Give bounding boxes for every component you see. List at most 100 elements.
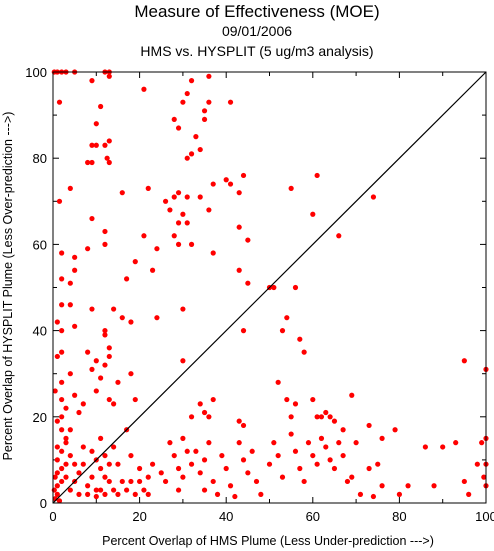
data-point	[396, 491, 402, 497]
data-point	[240, 172, 247, 179]
data-point	[210, 396, 216, 403]
data-point	[89, 78, 95, 84]
data-point	[67, 452, 73, 459]
data-point	[188, 461, 195, 467]
data-point	[51, 487, 57, 493]
data-point	[331, 465, 338, 472]
data-point	[54, 483, 60, 489]
data-point	[119, 190, 125, 196]
data-point	[201, 457, 208, 463]
data-point	[245, 280, 251, 286]
data-point	[292, 448, 299, 454]
data-point	[98, 103, 104, 110]
data-point	[115, 461, 121, 467]
data-point	[301, 478, 307, 485]
x-axis-label: Percent Overlap of HMS Plume (Less Under…	[102, 534, 434, 548]
data-point	[85, 159, 91, 166]
data-point	[59, 302, 65, 308]
data-point	[89, 142, 95, 148]
data-point	[197, 470, 203, 476]
data-point	[56, 198, 63, 204]
y-tick-label: 20	[33, 410, 47, 425]
data-point	[72, 267, 78, 273]
data-point	[188, 151, 195, 157]
data-point	[366, 422, 372, 429]
data-point	[440, 444, 446, 450]
data-point	[266, 461, 273, 467]
data-point	[301, 349, 307, 355]
data-point	[102, 474, 108, 480]
data-point	[132, 396, 138, 403]
data-point	[193, 448, 199, 454]
data-point	[171, 116, 177, 123]
data-point	[279, 474, 286, 480]
data-point	[175, 487, 182, 493]
data-point	[258, 491, 264, 497]
data-point	[314, 414, 320, 420]
data-point	[111, 444, 117, 450]
data-point	[63, 405, 69, 411]
data-point	[370, 194, 377, 200]
data-point	[59, 465, 65, 472]
data-point	[201, 487, 208, 493]
data-point	[128, 478, 134, 485]
y-tick-label: 0	[40, 496, 47, 511]
data-point	[193, 134, 199, 140]
data-point	[236, 267, 242, 273]
data-point	[175, 241, 182, 247]
data-point	[111, 306, 117, 312]
axis-ticks	[52, 71, 487, 504]
data-point	[145, 185, 151, 191]
data-point	[357, 491, 364, 497]
data-point	[297, 465, 303, 472]
data-point	[72, 392, 78, 398]
data-point	[98, 435, 104, 441]
data-point	[63, 435, 69, 441]
plot-frame	[52, 71, 487, 504]
data-point	[184, 448, 190, 454]
data-point	[93, 142, 99, 148]
data-point	[124, 276, 130, 282]
data-point	[85, 483, 91, 489]
data-point	[379, 435, 385, 441]
data-point	[171, 233, 177, 239]
data-point	[379, 483, 385, 489]
data-point	[318, 414, 325, 420]
data-point	[106, 396, 112, 403]
data-point	[370, 493, 377, 500]
data-point	[76, 409, 82, 416]
data-point	[314, 461, 320, 467]
data-point	[56, 498, 63, 504]
data-point	[206, 73, 212, 79]
data-point	[310, 452, 316, 459]
x-tick-label: 100	[475, 509, 494, 524]
data-point	[93, 388, 99, 394]
data-point	[349, 474, 355, 480]
data-point	[111, 487, 117, 493]
data-point	[76, 470, 82, 476]
data-point	[59, 349, 65, 355]
data-point	[102, 491, 108, 497]
data-point	[102, 362, 108, 368]
chart-title: Measure of Effectiveness (MOE)	[134, 2, 379, 21]
data-point	[271, 284, 277, 291]
data-point	[54, 353, 60, 360]
data-point	[245, 470, 251, 476]
data-point	[227, 181, 234, 187]
data-point	[72, 254, 78, 260]
data-point	[336, 440, 342, 446]
data-point	[80, 444, 86, 450]
data-point	[305, 440, 312, 446]
data-point	[353, 440, 359, 446]
data-point	[327, 414, 333, 420]
data-point	[227, 99, 234, 105]
data-point	[422, 444, 428, 450]
data-point	[72, 461, 78, 467]
data-point	[56, 99, 63, 105]
data-point	[102, 328, 108, 334]
data-point	[245, 237, 251, 243]
x-tick-label: 80	[392, 509, 406, 524]
data-point	[392, 427, 398, 433]
data-point	[149, 461, 156, 467]
data-point	[132, 259, 138, 265]
